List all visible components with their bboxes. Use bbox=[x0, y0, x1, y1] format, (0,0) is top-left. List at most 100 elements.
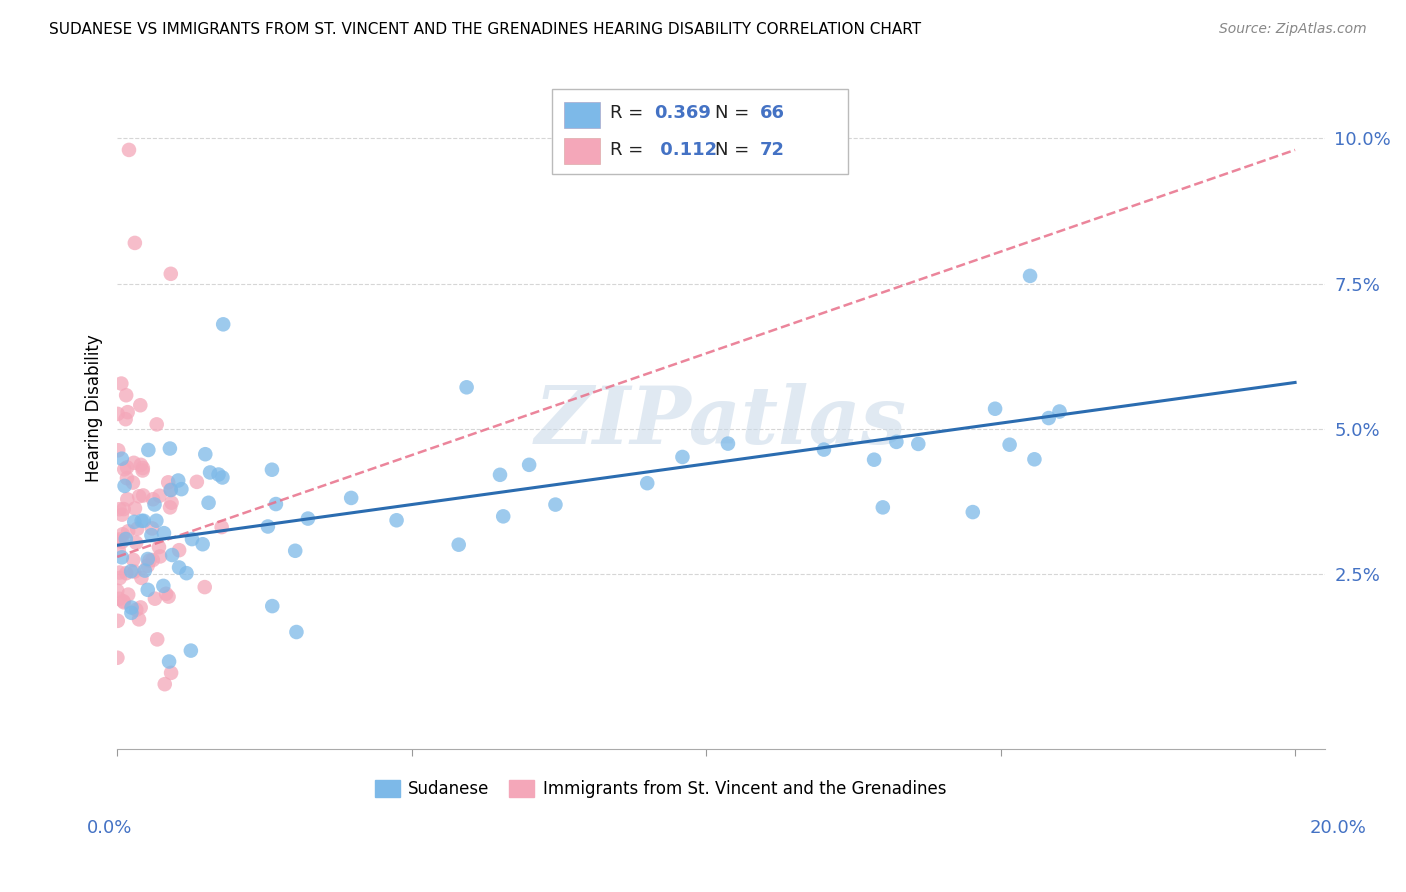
Point bbox=[146, 632, 169, 647]
Point bbox=[112, 462, 135, 476]
Point bbox=[159, 483, 181, 497]
Point bbox=[149, 549, 172, 564]
Point bbox=[159, 483, 181, 497]
Point bbox=[212, 318, 235, 332]
Point bbox=[447, 538, 470, 552]
Point bbox=[117, 588, 139, 602]
Point bbox=[180, 643, 202, 657]
Text: 0.369: 0.369 bbox=[654, 103, 711, 121]
FancyBboxPatch shape bbox=[564, 102, 600, 128]
Point bbox=[207, 467, 229, 482]
Point bbox=[717, 436, 740, 450]
Point bbox=[108, 502, 131, 516]
Point bbox=[127, 522, 149, 536]
Point bbox=[107, 614, 129, 628]
Point bbox=[108, 571, 131, 585]
Point bbox=[115, 566, 138, 581]
Point bbox=[157, 475, 180, 490]
Point bbox=[115, 460, 138, 475]
Point bbox=[117, 405, 139, 419]
Point bbox=[105, 583, 128, 598]
Point bbox=[112, 594, 135, 608]
Point bbox=[886, 434, 908, 449]
Point bbox=[142, 492, 165, 507]
Point bbox=[118, 143, 141, 157]
Point bbox=[115, 471, 138, 485]
Point bbox=[122, 456, 145, 470]
Point bbox=[517, 458, 540, 472]
Point bbox=[117, 524, 139, 539]
Point bbox=[998, 438, 1021, 452]
Point bbox=[122, 475, 145, 490]
Point bbox=[121, 600, 143, 615]
Point bbox=[159, 500, 181, 515]
Point bbox=[260, 463, 283, 477]
Point bbox=[132, 461, 155, 475]
Point bbox=[125, 535, 148, 549]
Point bbox=[284, 543, 307, 558]
Point bbox=[544, 498, 567, 512]
Point bbox=[863, 452, 886, 467]
Point bbox=[143, 498, 166, 512]
Point bbox=[153, 677, 176, 691]
Text: 20.0%: 20.0% bbox=[1310, 819, 1367, 837]
Point bbox=[110, 376, 132, 391]
Point bbox=[115, 388, 138, 402]
Text: 72: 72 bbox=[759, 141, 785, 159]
Point bbox=[167, 543, 190, 558]
Point bbox=[114, 479, 136, 493]
Text: R =: R = bbox=[610, 141, 648, 159]
Legend: Sudanese, Immigrants from St. Vincent and the Grenadines: Sudanese, Immigrants from St. Vincent an… bbox=[368, 773, 953, 805]
Point bbox=[114, 532, 136, 546]
Point bbox=[111, 527, 134, 541]
FancyBboxPatch shape bbox=[551, 89, 848, 174]
Point bbox=[122, 515, 145, 529]
Point bbox=[1019, 268, 1042, 283]
Point bbox=[262, 599, 284, 613]
Point bbox=[285, 625, 308, 640]
Text: SUDANESE VS IMMIGRANTS FROM ST. VINCENT AND THE GRENADINES HEARING DISABILITY CO: SUDANESE VS IMMIGRANTS FROM ST. VINCENT … bbox=[49, 22, 921, 37]
Point bbox=[134, 564, 156, 578]
Point bbox=[257, 519, 280, 533]
Point bbox=[128, 489, 150, 503]
Point bbox=[297, 511, 319, 525]
Point bbox=[148, 489, 170, 503]
Point bbox=[141, 528, 163, 542]
Point bbox=[157, 655, 180, 669]
Y-axis label: Hearing Disability: Hearing Disability bbox=[86, 334, 103, 483]
Point bbox=[636, 476, 658, 491]
Point bbox=[984, 401, 1007, 416]
Point bbox=[108, 566, 131, 580]
Point bbox=[153, 526, 176, 541]
Text: N =: N = bbox=[714, 141, 755, 159]
Point bbox=[132, 488, 155, 502]
Point bbox=[340, 491, 363, 505]
Text: 0.0%: 0.0% bbox=[87, 819, 132, 837]
Point bbox=[120, 564, 142, 578]
Point bbox=[159, 442, 181, 456]
Point bbox=[456, 380, 478, 394]
Point bbox=[136, 582, 159, 597]
Point bbox=[186, 475, 208, 489]
Point bbox=[167, 560, 190, 574]
Point bbox=[492, 509, 515, 524]
Point bbox=[117, 492, 139, 507]
Point bbox=[167, 474, 190, 488]
Point bbox=[155, 587, 177, 601]
Point bbox=[1049, 404, 1071, 418]
Point bbox=[107, 543, 129, 558]
Point bbox=[124, 565, 146, 579]
Point bbox=[112, 502, 135, 516]
Point bbox=[211, 520, 233, 534]
Point bbox=[489, 467, 512, 482]
Point bbox=[108, 591, 131, 606]
Point bbox=[198, 466, 221, 480]
Text: R =: R = bbox=[610, 103, 648, 121]
Text: N =: N = bbox=[714, 103, 755, 121]
Point bbox=[129, 398, 152, 412]
Point bbox=[112, 595, 135, 609]
Point bbox=[111, 550, 134, 565]
Point bbox=[152, 579, 174, 593]
Point bbox=[160, 665, 183, 680]
Point bbox=[170, 482, 193, 496]
